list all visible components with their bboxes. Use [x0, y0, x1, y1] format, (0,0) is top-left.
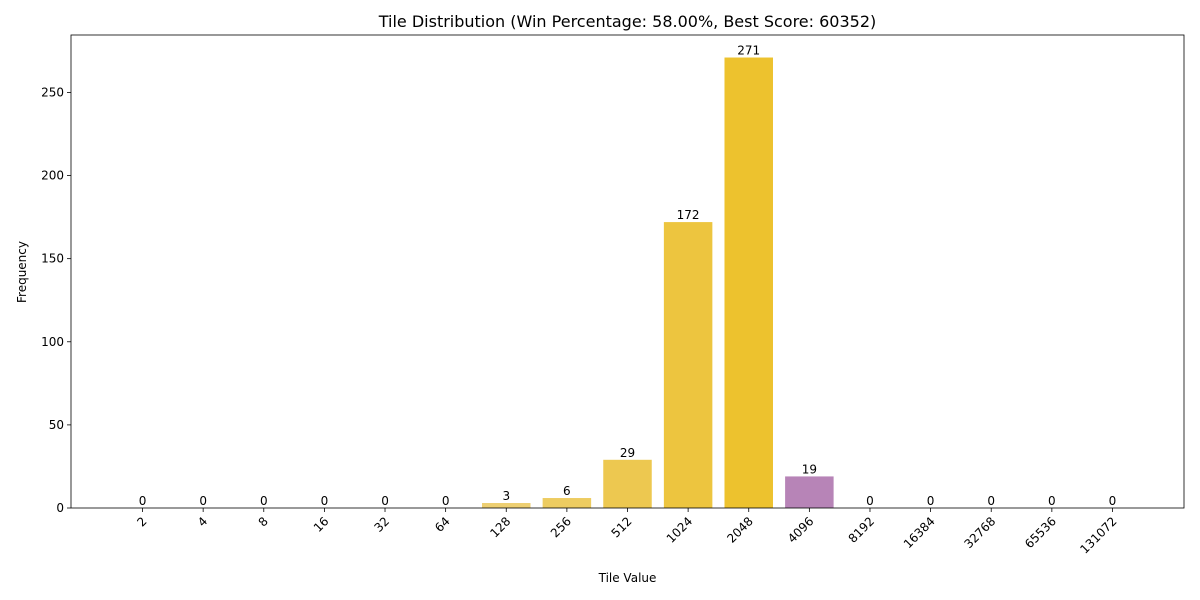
data-label-128: 3 — [502, 489, 510, 503]
chart-title: Tile Distribution (Win Percentage: 58.00… — [378, 12, 877, 31]
bar-512 — [603, 459, 652, 508]
y-tick-label-250: 250 — [41, 85, 64, 99]
x-tick-label-131072: 131072 — [1077, 514, 1119, 556]
data-label-8: 0 — [260, 494, 268, 508]
y-tick-label-50: 50 — [49, 418, 64, 432]
y-tick-label-100: 100 — [41, 335, 64, 349]
x-tick-label-32768: 32768 — [961, 514, 998, 551]
x-tick-label-65536: 65536 — [1022, 514, 1059, 551]
data-label-2: 0 — [139, 494, 147, 508]
x-tick-label-128: 128 — [487, 514, 513, 540]
data-label-512: 29 — [620, 446, 635, 460]
data-label-16: 0 — [321, 494, 329, 508]
x-tick-label-2: 2 — [134, 514, 149, 529]
bar-256 — [542, 498, 592, 508]
data-label-8192: 0 — [866, 494, 874, 508]
data-label-4: 0 — [199, 494, 207, 508]
axes-frame — [70, 34, 1185, 509]
data-label-131072: 0 — [1109, 494, 1117, 508]
y-tick-label-0: 0 — [56, 501, 64, 515]
data-label-64: 0 — [442, 494, 450, 508]
x-tick-label-16: 16 — [311, 514, 332, 535]
x-tick-label-4096: 4096 — [785, 514, 816, 545]
x-tick-label-4: 4 — [195, 514, 210, 529]
y-tick-label-150: 150 — [41, 252, 64, 266]
x-tick-label-32: 32 — [371, 514, 392, 535]
plot-area: 0 0 0 0 0 0 3 6 29 172 271 19 0 0 0 0 0 2 4 8 16 32 64 128 256 51… — [41, 34, 1185, 557]
x-tick-label-512: 512 — [609, 514, 635, 540]
x-tick-label-1024: 1024 — [664, 514, 695, 545]
x-tick-label-8192: 8192 — [846, 514, 877, 545]
data-label-16384: 0 — [927, 494, 935, 508]
y-tick-label-200: 200 — [41, 169, 64, 183]
data-label-4096: 19 — [802, 462, 817, 476]
data-label-32768: 0 — [987, 494, 995, 508]
data-label-65536: 0 — [1048, 494, 1056, 508]
data-label-2048: 271 — [737, 44, 760, 58]
bar-4096 — [785, 476, 834, 508]
data-label-32: 0 — [381, 494, 389, 508]
x-axis-label: Tile Value — [598, 571, 657, 585]
y-axis-label: Frequency — [15, 241, 29, 303]
data-label-256: 6 — [563, 484, 571, 498]
bar-128 — [482, 503, 531, 508]
x-tick-label-8: 8 — [256, 514, 271, 529]
x-tick-label-2048: 2048 — [724, 514, 755, 545]
bar-1024 — [663, 222, 713, 508]
data-label-1024: 172 — [677, 208, 700, 222]
bar-2048 — [724, 57, 773, 509]
x-tick-label-64: 64 — [432, 514, 453, 535]
x-tick-label-256: 256 — [548, 514, 574, 540]
x-tick-label-16384: 16384 — [901, 514, 938, 551]
